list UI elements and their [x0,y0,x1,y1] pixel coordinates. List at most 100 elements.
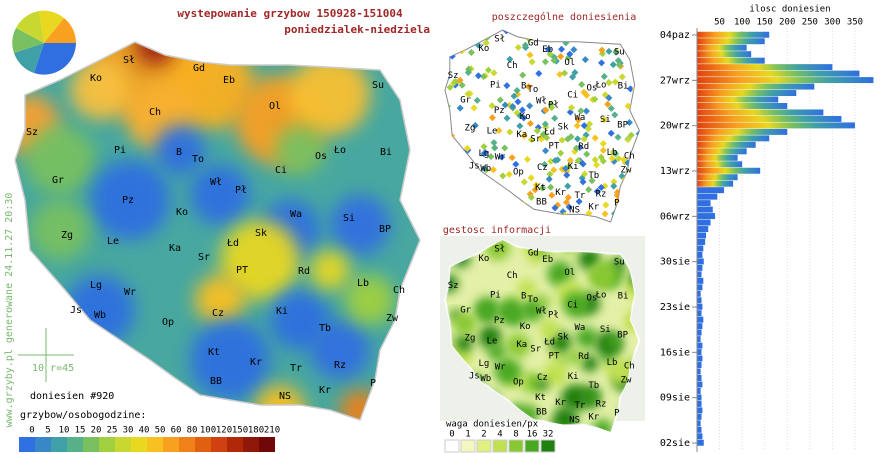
report-dot [458,81,466,89]
density-title: gestosc informacji [443,225,551,236]
legend-label: 150 [232,426,248,436]
report-dot [445,209,451,217]
report-dot [516,122,524,130]
city-label: Su [372,80,384,91]
heat-blob [330,195,390,255]
y-tick-label: 06wrz [660,211,690,222]
report-dot [541,58,549,66]
city-label: Op [513,168,524,178]
report-dot [503,82,511,90]
report-dot [508,154,516,162]
legend-label: 2 [481,430,486,440]
city-label: Si [600,115,611,125]
report-dot [527,174,535,182]
report-dot [551,204,559,212]
city-label: Ol [564,58,575,68]
report-dot [611,78,619,86]
bar [697,44,747,51]
city-label: NS [569,205,580,215]
bar [697,381,703,388]
legend-swatch [460,439,476,453]
bar [697,336,701,343]
city-label: Lg [478,359,489,369]
heat-layer [15,42,420,420]
x-tick-label: 100 [734,18,750,28]
density-blob [539,319,560,340]
city-label: Tb [588,171,599,181]
bar [697,362,702,369]
city-label: Gr [460,306,471,316]
density-blob [548,349,559,360]
bar [697,148,747,155]
city-label: Sł [494,35,505,45]
legend-swatch [195,437,211,452]
subtitle: poniedzialek-niedziela [284,23,430,36]
report-dot [472,205,480,213]
report-dot [448,198,456,206]
report-dot [563,171,571,179]
report-dot [535,70,543,78]
city-label: Rz [596,190,607,200]
report-dot [585,209,593,217]
report-dot [599,146,607,154]
report-dot [618,36,626,44]
city-label: Ko [478,254,489,264]
bar [697,103,788,109]
report-dot [526,51,534,59]
report-dot [605,94,613,102]
density-blob [578,247,601,271]
report-dot [489,166,497,174]
city-label: Sz [448,281,459,291]
report-dot [635,40,640,48]
city-label: Wł [536,97,547,107]
report-dot [518,106,526,114]
bar [697,64,833,71]
bar [697,122,855,129]
bar [697,387,701,394]
city-label: Gr [460,96,471,106]
report-dot [618,37,626,45]
x-tick-label: 150 [757,18,773,28]
legend-swatch [476,439,492,453]
city-label: Zg [465,124,476,134]
y-tick-label: 04paz [660,30,690,41]
report-dot [541,160,549,168]
y-tick-label: 30sie [660,257,690,268]
legend-swatch [259,437,275,452]
bar [697,200,711,207]
city-label: Kr [588,412,599,422]
legend-label: 40 [139,426,150,436]
report-dot [599,157,607,165]
report-dot [602,201,610,209]
report-dot [505,170,513,178]
report-dot [458,37,466,45]
report-dot [445,203,449,211]
city-label: Wr [495,153,506,163]
report-dot [593,187,601,195]
y-tick-label: 09sie [660,393,690,404]
bar [697,400,702,407]
city-label: Łd [226,238,239,249]
report-dot [626,85,634,93]
legend-label: 50 [155,426,166,436]
report-dot [599,140,607,148]
city-label: Cz [212,308,224,319]
report-dot [632,65,640,73]
report-dot [557,149,565,157]
city-label: Ki [568,162,579,172]
legend-label: 210 [264,426,280,436]
report-dot [518,30,526,38]
city-label: Wr [124,287,136,298]
bar [697,141,756,148]
city-label: BP [379,224,391,235]
reports-title: poszczególne doniesienia [492,11,637,23]
city-label: Ko [176,207,188,218]
city-label: Ło [595,290,607,300]
report-dot [607,129,615,137]
city-label: Le [487,127,498,137]
report-dot [573,122,581,130]
legend-label: 20 [91,426,102,436]
city-label: P [614,199,620,209]
bar [697,83,815,90]
